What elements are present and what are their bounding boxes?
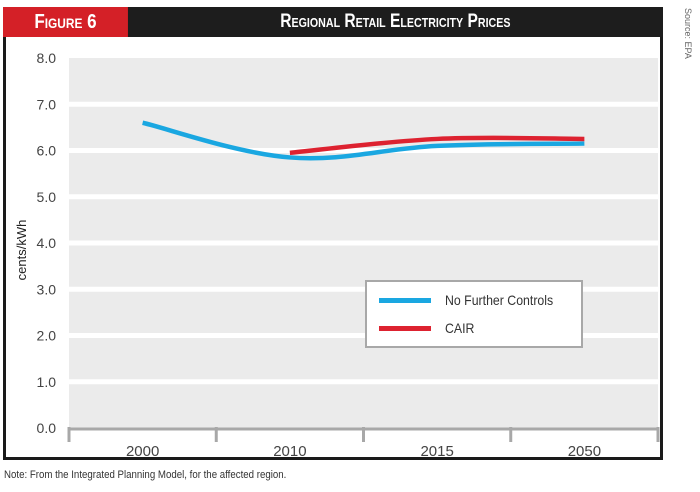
x-tick-label: 2010 bbox=[273, 443, 306, 460]
footnote: Note: From the Integrated Planning Model… bbox=[4, 469, 287, 481]
y-axis-label: cents/kWh bbox=[14, 220, 29, 281]
y-tick-label: 6.0 bbox=[37, 143, 57, 159]
legend-item-cair: CAIR bbox=[379, 318, 478, 338]
x-tick-label: 2015 bbox=[420, 443, 453, 460]
y-tick-label: 5.0 bbox=[37, 189, 57, 205]
figure-label: Figure 6 bbox=[3, 7, 128, 37]
series-line-cair bbox=[289, 135, 585, 156]
chart-title: Regional Retail Electricity Prices bbox=[128, 7, 663, 37]
legend-item-no-further-controls: No Further Controls bbox=[379, 290, 568, 310]
x-axis bbox=[67, 427, 660, 442]
y-tick-label: 4.0 bbox=[37, 235, 57, 251]
x-tick-label: 2000 bbox=[126, 443, 159, 460]
y-tick-label: 1.0 bbox=[37, 374, 57, 390]
legend-label: No Further Controls bbox=[445, 292, 554, 308]
legend-swatch-no-further-controls bbox=[379, 297, 431, 303]
y-tick-label: 8.0 bbox=[37, 50, 57, 66]
y-tick-label: 3.0 bbox=[37, 281, 57, 297]
series-lines bbox=[142, 120, 585, 161]
chart-title-text: Regional Retail Electricity Prices bbox=[280, 11, 511, 32]
y-tick-label: 2.0 bbox=[37, 328, 57, 344]
x-tick-label: 2050 bbox=[568, 443, 601, 460]
legend-swatch-cair bbox=[379, 325, 431, 331]
y-axis-tick-labels: 0.0 1.0 2.0 3.0 4.0 5.0 6.0 7.0 8.0 bbox=[37, 50, 57, 436]
series-line-no-further-controls bbox=[142, 120, 585, 161]
plot-background bbox=[69, 58, 658, 428]
source-credit: Source: EPA bbox=[683, 8, 693, 59]
y-tick-label: 0.0 bbox=[37, 420, 57, 436]
legend: No Further Controls CAIR bbox=[365, 280, 583, 348]
y-tick-label: 7.0 bbox=[37, 96, 57, 112]
legend-label: CAIR bbox=[445, 320, 475, 336]
x-axis-tick-labels: 2000 2010 2015 2050 bbox=[126, 443, 601, 460]
